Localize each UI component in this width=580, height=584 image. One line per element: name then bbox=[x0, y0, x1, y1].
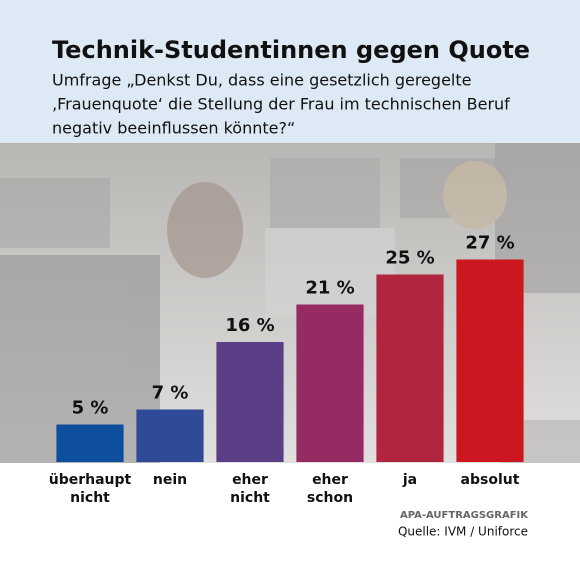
header-bg bbox=[0, 0, 580, 143]
x-tick-label: ja bbox=[402, 472, 417, 488]
bar bbox=[296, 304, 364, 462]
chart-subtitle: Umfrage „Denkst Du, dass eine gesetzlich… bbox=[52, 71, 472, 90]
value-label: 7 % bbox=[152, 383, 189, 404]
bar bbox=[136, 409, 204, 462]
value-label: 25 % bbox=[385, 248, 434, 269]
chart-title: Technik-Studentinnen gegen Quote bbox=[52, 36, 530, 64]
bar bbox=[376, 274, 444, 462]
value-label: 16 % bbox=[225, 315, 274, 336]
x-tick-label: absolut bbox=[461, 472, 520, 488]
source: Quelle: IVM / Uniforce bbox=[398, 525, 528, 539]
x-tick-label: eher nicht bbox=[230, 472, 270, 506]
bar bbox=[216, 342, 284, 462]
value-label: 5 % bbox=[72, 398, 109, 419]
credit: APA-AUFTRAGSGRAFIK bbox=[400, 510, 529, 521]
chart-subtitle: negativ beeinflussen könnte?“ bbox=[52, 119, 295, 138]
bar bbox=[56, 424, 124, 462]
value-label: 27 % bbox=[465, 233, 514, 254]
chart-subtitle: ‚Frauenquote‘ die Stellung der Frau im t… bbox=[52, 95, 510, 114]
bar bbox=[456, 259, 524, 462]
x-tick-label: nein bbox=[153, 472, 187, 488]
x-tick-label: überhaupt nicht bbox=[49, 472, 132, 506]
x-tick-label: eher schon bbox=[307, 472, 353, 506]
footer-bg bbox=[0, 463, 580, 580]
value-label: 21 % bbox=[305, 278, 354, 299]
